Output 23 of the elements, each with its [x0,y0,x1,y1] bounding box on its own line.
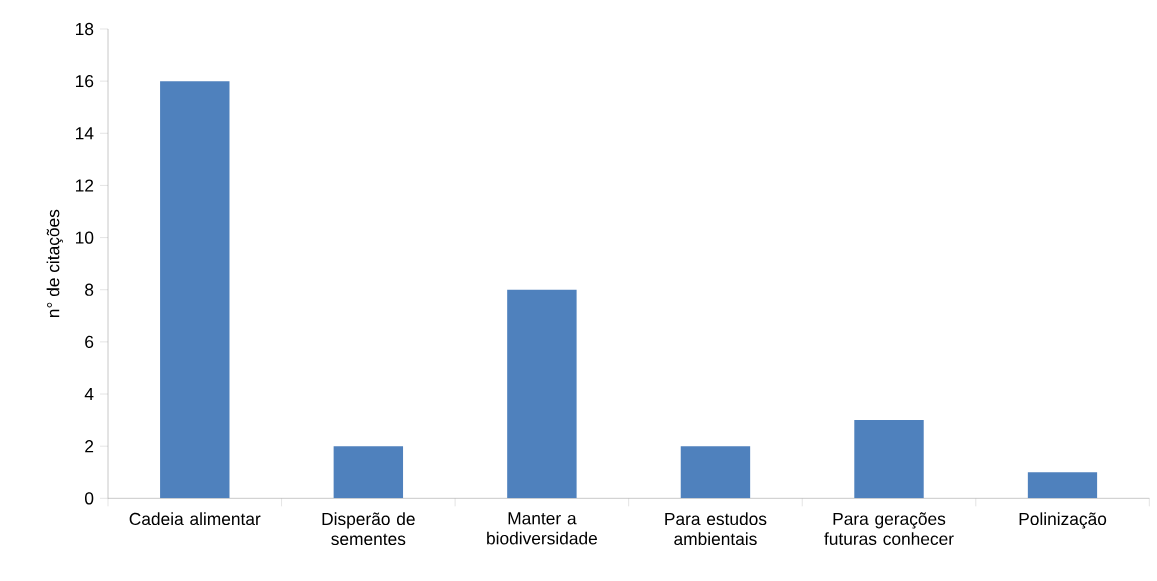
x-tick-label: Polinização [1019,512,1107,529]
bar [854,420,924,499]
bar [680,446,751,499]
bar [333,446,404,499]
y-tick-label: 2 [85,440,94,453]
y-tick-label: 10 [76,231,94,244]
y-tick-label: 8 [85,283,94,296]
y-tick-label: 0 [84,492,94,505]
y-tick-label: 18 [76,22,94,36]
x-tick-label: Manter a biodiversidade [487,512,597,545]
y-tick-label: 6 [85,335,94,349]
x-tick-label: Cadeia alimentar [129,512,261,526]
y-tick-label: 12 [76,179,94,192]
x-tick-label: Disperão de sementes [322,512,415,546]
y-tick-label: 16 [76,75,94,88]
y-tick-label: 4 [84,388,94,400]
bar [160,81,230,499]
bar [507,289,577,499]
x-tick-label: Para estudos ambientais [665,512,767,546]
y-tick-label: 14 [76,127,94,140]
bar [1027,472,1098,499]
x-tick-label: Para gerações futuras conhecer [824,512,954,545]
y-axis-title: n° de citações [46,209,63,318]
